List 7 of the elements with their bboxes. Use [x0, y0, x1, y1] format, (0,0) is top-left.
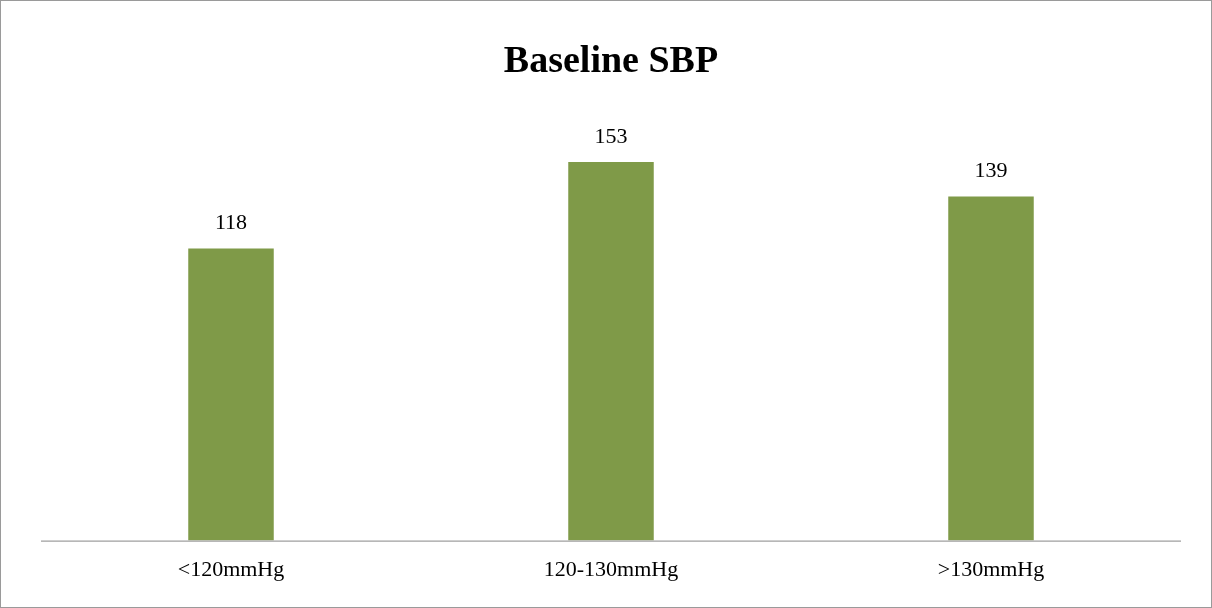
data-label: 139	[974, 157, 1008, 183]
x-tick-label: 120-130mmHg	[543, 555, 679, 581]
x-tick-label: <120mmHg	[177, 555, 285, 581]
data-label: 118	[214, 209, 248, 235]
chart-title: Baseline SBP	[503, 37, 719, 80]
x-tick-label: >130mmHg	[937, 555, 1045, 581]
data-label: 153	[594, 122, 628, 148]
